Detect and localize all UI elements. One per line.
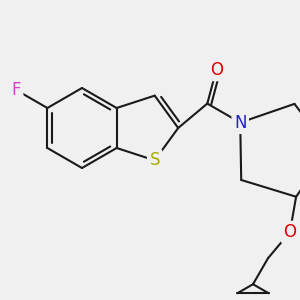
Text: S: S — [149, 152, 160, 169]
Text: N: N — [234, 114, 247, 132]
Text: F: F — [11, 81, 21, 99]
Text: O: O — [210, 61, 223, 79]
Text: O: O — [284, 223, 296, 241]
